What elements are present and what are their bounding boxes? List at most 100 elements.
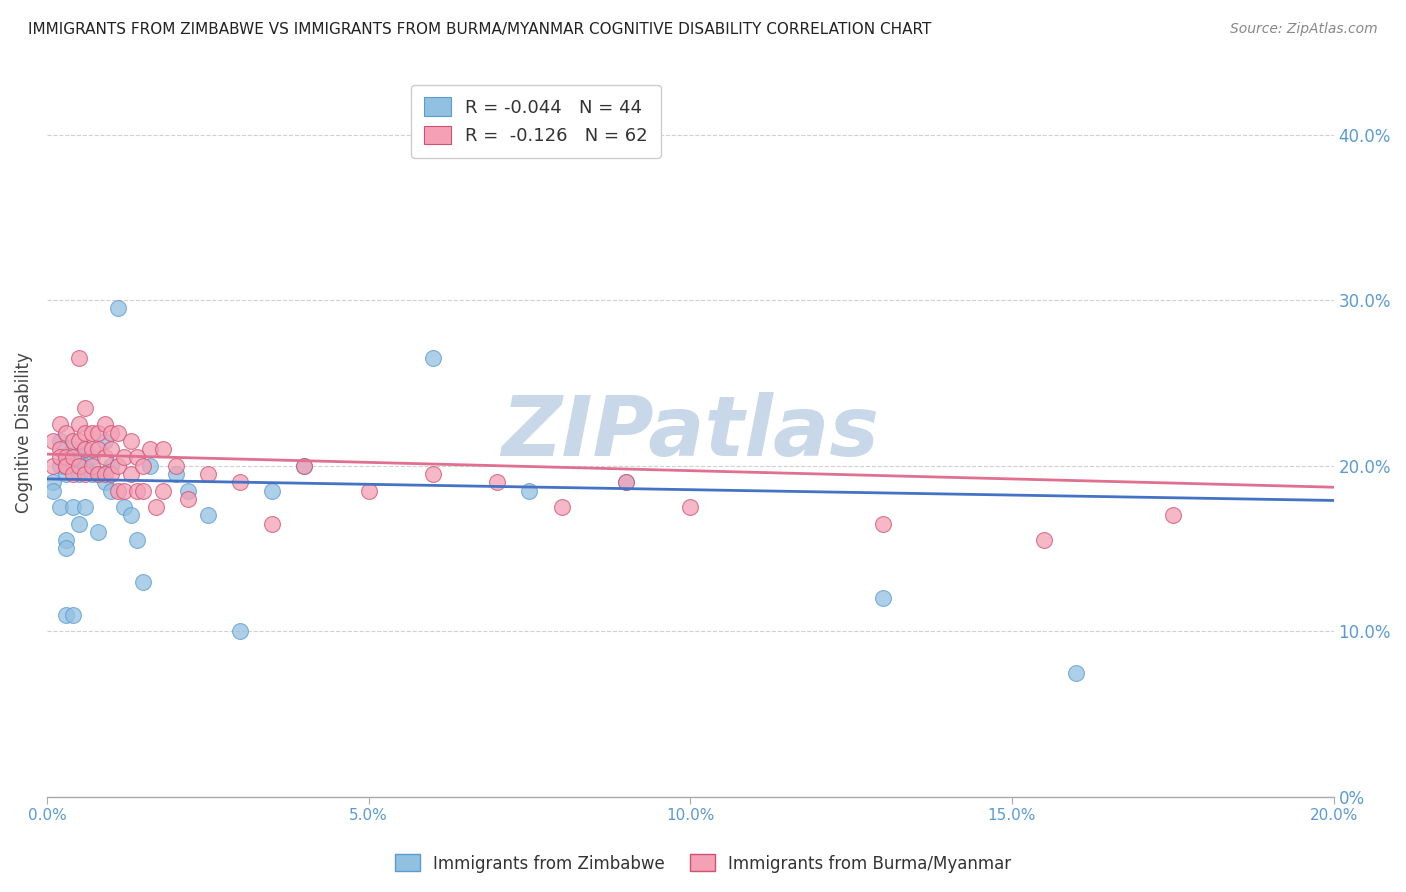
Point: [67, 467, 90, 481]
Point: [55, 458, 77, 473]
Point: [125, 533, 148, 548]
Point: [62, 467, 84, 481]
Y-axis label: Cognitive Disability: Cognitive Disability: [15, 352, 32, 513]
Point: [67, 458, 90, 473]
Point: [49, 458, 72, 473]
Point: [292, 458, 315, 473]
Point: [872, 516, 894, 531]
Point: [55, 458, 77, 473]
Point: [49, 417, 72, 432]
Point: [80, 425, 103, 440]
Point: [120, 467, 142, 481]
Point: [107, 483, 129, 498]
Point: [165, 458, 187, 473]
Text: Source: ZipAtlas.com: Source: ZipAtlas.com: [1230, 22, 1378, 37]
Point: [112, 483, 135, 498]
Point: [614, 475, 637, 490]
Point: [62, 500, 84, 514]
Point: [62, 607, 84, 622]
Point: [100, 483, 122, 498]
Point: [87, 442, 110, 457]
Point: [132, 483, 155, 498]
Point: [62, 450, 84, 465]
Text: ZIPatlas: ZIPatlas: [502, 392, 879, 473]
Point: [177, 483, 200, 498]
Point: [139, 458, 162, 473]
Point: [229, 475, 252, 490]
Point: [87, 524, 110, 539]
Point: [94, 450, 117, 465]
Point: [80, 450, 103, 465]
Point: [1033, 533, 1056, 548]
Point: [49, 450, 72, 465]
Point: [75, 425, 97, 440]
Point: [75, 401, 97, 415]
Point: [107, 301, 129, 316]
Point: [177, 491, 200, 506]
Point: [120, 508, 142, 523]
Point: [145, 500, 167, 514]
Point: [94, 467, 117, 481]
Point: [87, 425, 110, 440]
Point: [422, 351, 444, 365]
Point: [486, 475, 509, 490]
Point: [132, 458, 155, 473]
Point: [152, 442, 174, 457]
Point: [55, 607, 77, 622]
Point: [87, 467, 110, 481]
Point: [357, 483, 380, 498]
Point: [42, 475, 65, 490]
Point: [100, 467, 122, 481]
Point: [67, 458, 90, 473]
Point: [107, 425, 129, 440]
Point: [120, 434, 142, 448]
Point: [67, 351, 90, 365]
Point: [62, 442, 84, 457]
Point: [42, 434, 65, 448]
Point: [87, 467, 110, 481]
Point: [132, 574, 155, 589]
Point: [229, 624, 252, 639]
Point: [152, 483, 174, 498]
Point: [49, 434, 72, 448]
Point: [292, 458, 315, 473]
Point: [94, 417, 117, 432]
Point: [100, 425, 122, 440]
Point: [75, 467, 97, 481]
Point: [42, 483, 65, 498]
Point: [139, 442, 162, 457]
Point: [197, 508, 219, 523]
Point: [67, 434, 90, 448]
Point: [62, 434, 84, 448]
Point: [107, 458, 129, 473]
Point: [262, 483, 284, 498]
Point: [872, 591, 894, 606]
Point: [94, 434, 117, 448]
Point: [262, 516, 284, 531]
Point: [679, 500, 702, 514]
Point: [1161, 508, 1184, 523]
Point: [67, 417, 90, 432]
Point: [422, 467, 444, 481]
Point: [80, 467, 103, 481]
Point: [55, 467, 77, 481]
Point: [1064, 665, 1087, 680]
Point: [125, 450, 148, 465]
Text: IMMIGRANTS FROM ZIMBABWE VS IMMIGRANTS FROM BURMA/MYANMAR COGNITIVE DISABILITY C: IMMIGRANTS FROM ZIMBABWE VS IMMIGRANTS F…: [28, 22, 932, 37]
Point: [550, 500, 572, 514]
Point: [55, 533, 77, 548]
Point: [125, 483, 148, 498]
Legend: R = -0.044   N = 44, R =  -0.126   N = 62: R = -0.044 N = 44, R = -0.126 N = 62: [411, 85, 661, 158]
Point: [75, 458, 97, 473]
Point: [49, 442, 72, 457]
Point: [75, 500, 97, 514]
Point: [67, 516, 90, 531]
Point: [75, 442, 97, 457]
Point: [94, 475, 117, 490]
Point: [42, 458, 65, 473]
Legend: Immigrants from Zimbabwe, Immigrants from Burma/Myanmar: Immigrants from Zimbabwe, Immigrants fro…: [388, 847, 1018, 880]
Point: [112, 500, 135, 514]
Point: [614, 475, 637, 490]
Point: [197, 467, 219, 481]
Point: [165, 467, 187, 481]
